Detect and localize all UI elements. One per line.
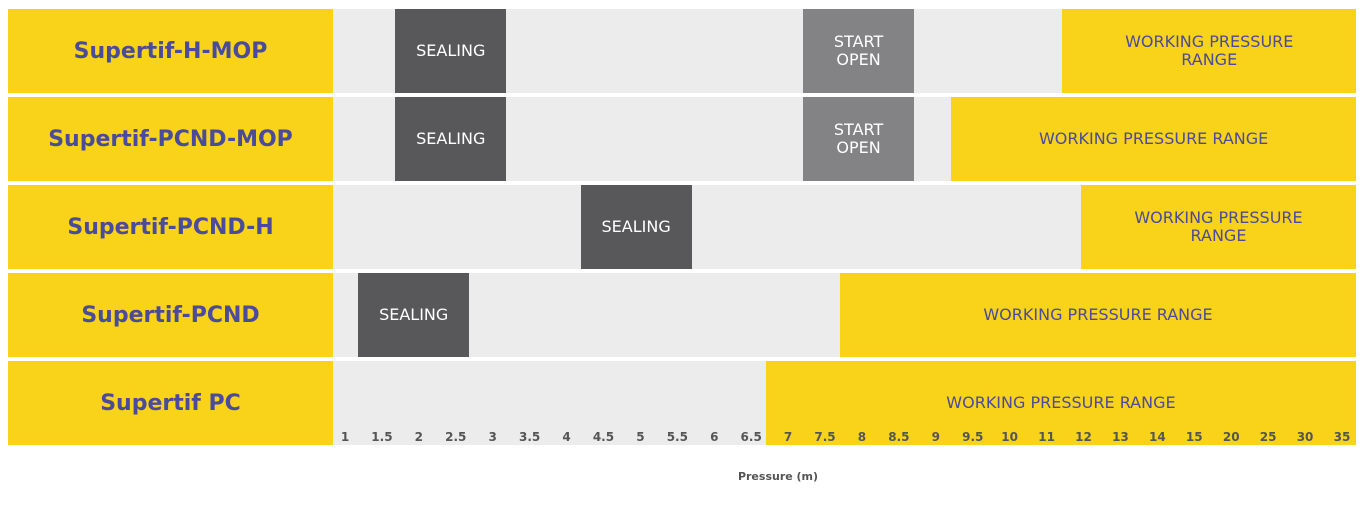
pressure-track: SEALING WORKING PRESSURE RANGE <box>333 185 1356 269</box>
pressure-track: WORKING PRESSURE RANGE <box>333 361 1356 445</box>
working-segment: WORKING PRESSURE RANGE <box>840 273 1356 357</box>
chart-row: Supertif PC WORKING PRESSURE RANGE <box>8 361 1356 445</box>
x-tick-label: 25 <box>1259 430 1277 444</box>
pressure-track: SEALING START OPEN WORKING PRESSURE RANGE <box>333 9 1356 93</box>
x-tick-label: 3 <box>488 430 497 444</box>
x-tick-label: 2 <box>414 430 424 444</box>
chart-row: Supertif-PCND-MOP SEALING START OPEN WORKIN… <box>8 97 1356 181</box>
x-tick-label: 13 <box>1112 430 1129 444</box>
row-label: Supertif-PCND-H <box>8 185 333 269</box>
row-label: Supertif-H-MOP <box>8 9 333 93</box>
x-tick-label: 11 <box>1038 430 1055 444</box>
working-segment: WORKING PRESSURE RANGE <box>1062 9 1356 93</box>
sealing-segment: SEALING <box>395 9 507 93</box>
chart-row: Supertif-PCND SEALING WORKING PRESSURE RAN… <box>8 273 1356 357</box>
working-segment: WORKING PRESSURE RANGE <box>951 97 1356 181</box>
pressure-track: SEALING WORKING PRESSURE RANGE <box>333 273 1356 357</box>
x-tick-label: 2.5 <box>445 430 467 444</box>
x-tick-label: 1.5 <box>371 430 393 444</box>
chart-row: Supertif-PCND-H SEALING WORKING PRESSURE R… <box>8 185 1356 269</box>
x-axis-label: Pressure (m) <box>737 470 819 483</box>
x-tick-label: 14 <box>1149 430 1166 444</box>
x-tick-label: 35 <box>1333 430 1351 444</box>
x-tick-label: 7 <box>783 430 793 444</box>
x-tick-label: 30 <box>1296 430 1314 444</box>
chart-row: Supertif-H-MOP SEALING START OPEN WORKING P… <box>8 9 1356 93</box>
start-open-segment: START OPEN <box>802 9 915 93</box>
sealing-segment: SEALING <box>580 185 692 269</box>
x-tick-label: 10 <box>1001 430 1019 444</box>
x-tick-label: 6 <box>710 430 719 444</box>
row-label: Supertif PC <box>8 361 333 445</box>
x-tick-label: 1 <box>340 430 350 444</box>
x-tick-label: 7.5 <box>814 430 836 444</box>
x-tick-label: 5 <box>636 430 645 444</box>
x-tick-label: 4 <box>562 430 571 444</box>
start-open-segment: START OPEN <box>802 97 915 181</box>
x-tick-label: 6.5 <box>740 430 762 444</box>
working-segment: WORKING PRESSURE RANGE <box>1081 185 1356 269</box>
x-tick-label: 8.5 <box>888 430 910 444</box>
working-segment: WORKING PRESSURE RANGE <box>765 361 1356 445</box>
x-tick-label: 5.5 <box>666 430 688 444</box>
x-tick-label: 3.5 <box>518 430 541 444</box>
x-tick-label: 15 <box>1185 430 1203 444</box>
row-label: Supertif-PCND <box>8 273 333 357</box>
sealing-segment: SEALING <box>395 97 507 181</box>
x-tick-label: 20 <box>1222 430 1240 444</box>
x-tick-label: 9.5 <box>962 430 984 444</box>
x-tick-label: 4.5 <box>592 430 615 444</box>
row-label: Supertif-PCND-MOP <box>8 97 333 181</box>
x-tick-label: 9 <box>931 430 940 444</box>
pressure-track: SEALING START OPEN WORKING PRESSURE RANGE <box>333 97 1356 181</box>
sealing-segment: SEALING <box>358 273 470 357</box>
x-tick-label: 12 <box>1075 430 1092 444</box>
x-tick-label: 8 <box>857 430 867 444</box>
